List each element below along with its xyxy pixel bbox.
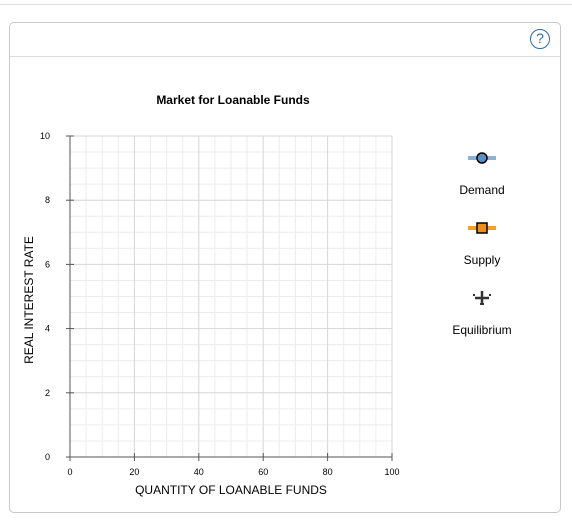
legend-equilibrium[interactable]: Equilibrium (427, 290, 537, 337)
y-tick-label: 8 (45, 195, 50, 205)
legend-supply[interactable]: Supply (427, 220, 537, 267)
legend-supply-label: Supply (463, 253, 501, 267)
x-axis-label: QUANTITY OF LOANABLE FUNDS (135, 483, 327, 497)
grid-major (70, 135, 393, 457)
y-tick-label: 6 (45, 259, 50, 269)
grid-minor (70, 136, 392, 457)
y-tick-label: 4 (45, 324, 50, 334)
graph-panel: ? (9, 22, 561, 513)
top-divider (0, 4, 572, 5)
x-tick-label: 100 (384, 467, 399, 477)
x-tick-label: 40 (194, 467, 204, 477)
help-icon[interactable]: ? (530, 29, 550, 49)
supply-line-square-icon (468, 222, 496, 234)
legend-demand[interactable]: Demand (427, 150, 537, 197)
y-tick-label: 0 (45, 452, 50, 462)
y-ticks: 0 2 4 6 8 10 (40, 131, 74, 462)
chart-title: Market for Loanable Funds (156, 93, 310, 107)
y-tick-label: 10 (40, 131, 50, 141)
x-tick-label: 0 (67, 467, 72, 477)
x-tick-label: 60 (258, 467, 268, 477)
panel-header: ? (10, 23, 560, 57)
y-axis-label: REAL INTEREST RATE (22, 236, 36, 364)
equilibrium-plus-icon (473, 291, 491, 305)
x-tick-label: 20 (129, 467, 139, 477)
demand-line-circle-icon (468, 152, 496, 164)
legend-equilibrium-label: Equilibrium (452, 323, 512, 337)
x-ticks: 0 20 40 60 80 100 (67, 453, 400, 477)
legend-demand-label: Demand (459, 183, 505, 197)
x-tick-label: 80 (323, 467, 333, 477)
y-tick-label: 2 (45, 388, 50, 398)
